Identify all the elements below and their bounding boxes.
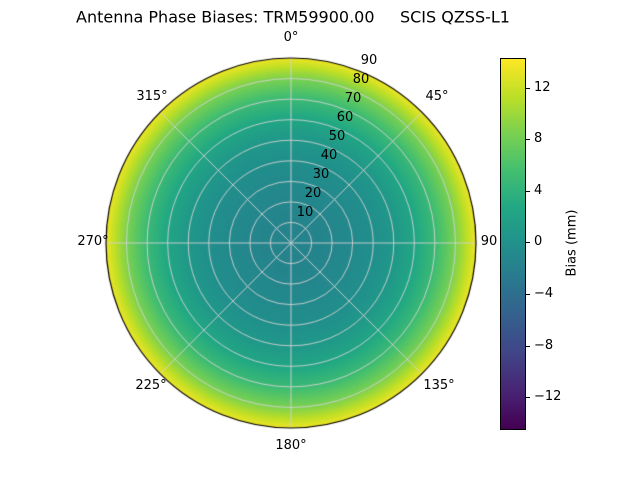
colorbar-tickmark: [526, 294, 530, 295]
theta-tick-135: 135°: [423, 378, 455, 393]
radial-tick-10: 10: [296, 205, 314, 220]
radial-tick-50: 50: [328, 129, 346, 144]
colorbar-tickmark: [526, 397, 530, 398]
radial-tick-80: 80: [352, 72, 370, 87]
radial-tick-60: 60: [336, 110, 354, 125]
colorbar-tick-minus8: −8: [534, 338, 554, 353]
colorbar-tickmark: [526, 346, 530, 347]
colorbar-tickmark: [526, 191, 530, 192]
colorbar-tickmark: [526, 242, 530, 243]
theta-tick-45: 45°: [425, 89, 449, 104]
theta-tick-225: 225°: [135, 378, 167, 393]
colorbar-tick-minus4: −4: [534, 286, 554, 301]
colorbar-tick-12: 12: [534, 80, 551, 95]
theta-tick-180: 180°: [275, 438, 307, 453]
colorbar-gradient: [500, 58, 526, 430]
colorbar-axis-label: Bias (mm): [564, 209, 580, 277]
colorbar-tick-minus12: −12: [534, 389, 562, 404]
colorbar-tick-8: 8: [534, 131, 543, 146]
theta-tick-270: 270°: [77, 234, 109, 249]
radial-tick-20: 20: [304, 186, 322, 201]
radial-tick-30: 30: [312, 167, 330, 182]
theta-tick-0: 0°: [283, 30, 299, 45]
colorbar-tickmark: [526, 88, 530, 89]
colorbar-tick-0: 0: [534, 234, 543, 249]
colorbar-tick-4: 4: [534, 183, 543, 198]
chart-title: Antenna Phase Biases: TRM59900.00 SCIS Q…: [76, 7, 510, 27]
radial-tick-90: 90: [360, 53, 378, 68]
theta-tick-315: 315°: [136, 89, 168, 104]
radial-tick-70: 70: [344, 91, 362, 106]
colorbar-tickmark: [526, 139, 530, 140]
radial-tick-40: 40: [320, 148, 338, 163]
theta-tick-90: 90: [480, 234, 498, 249]
